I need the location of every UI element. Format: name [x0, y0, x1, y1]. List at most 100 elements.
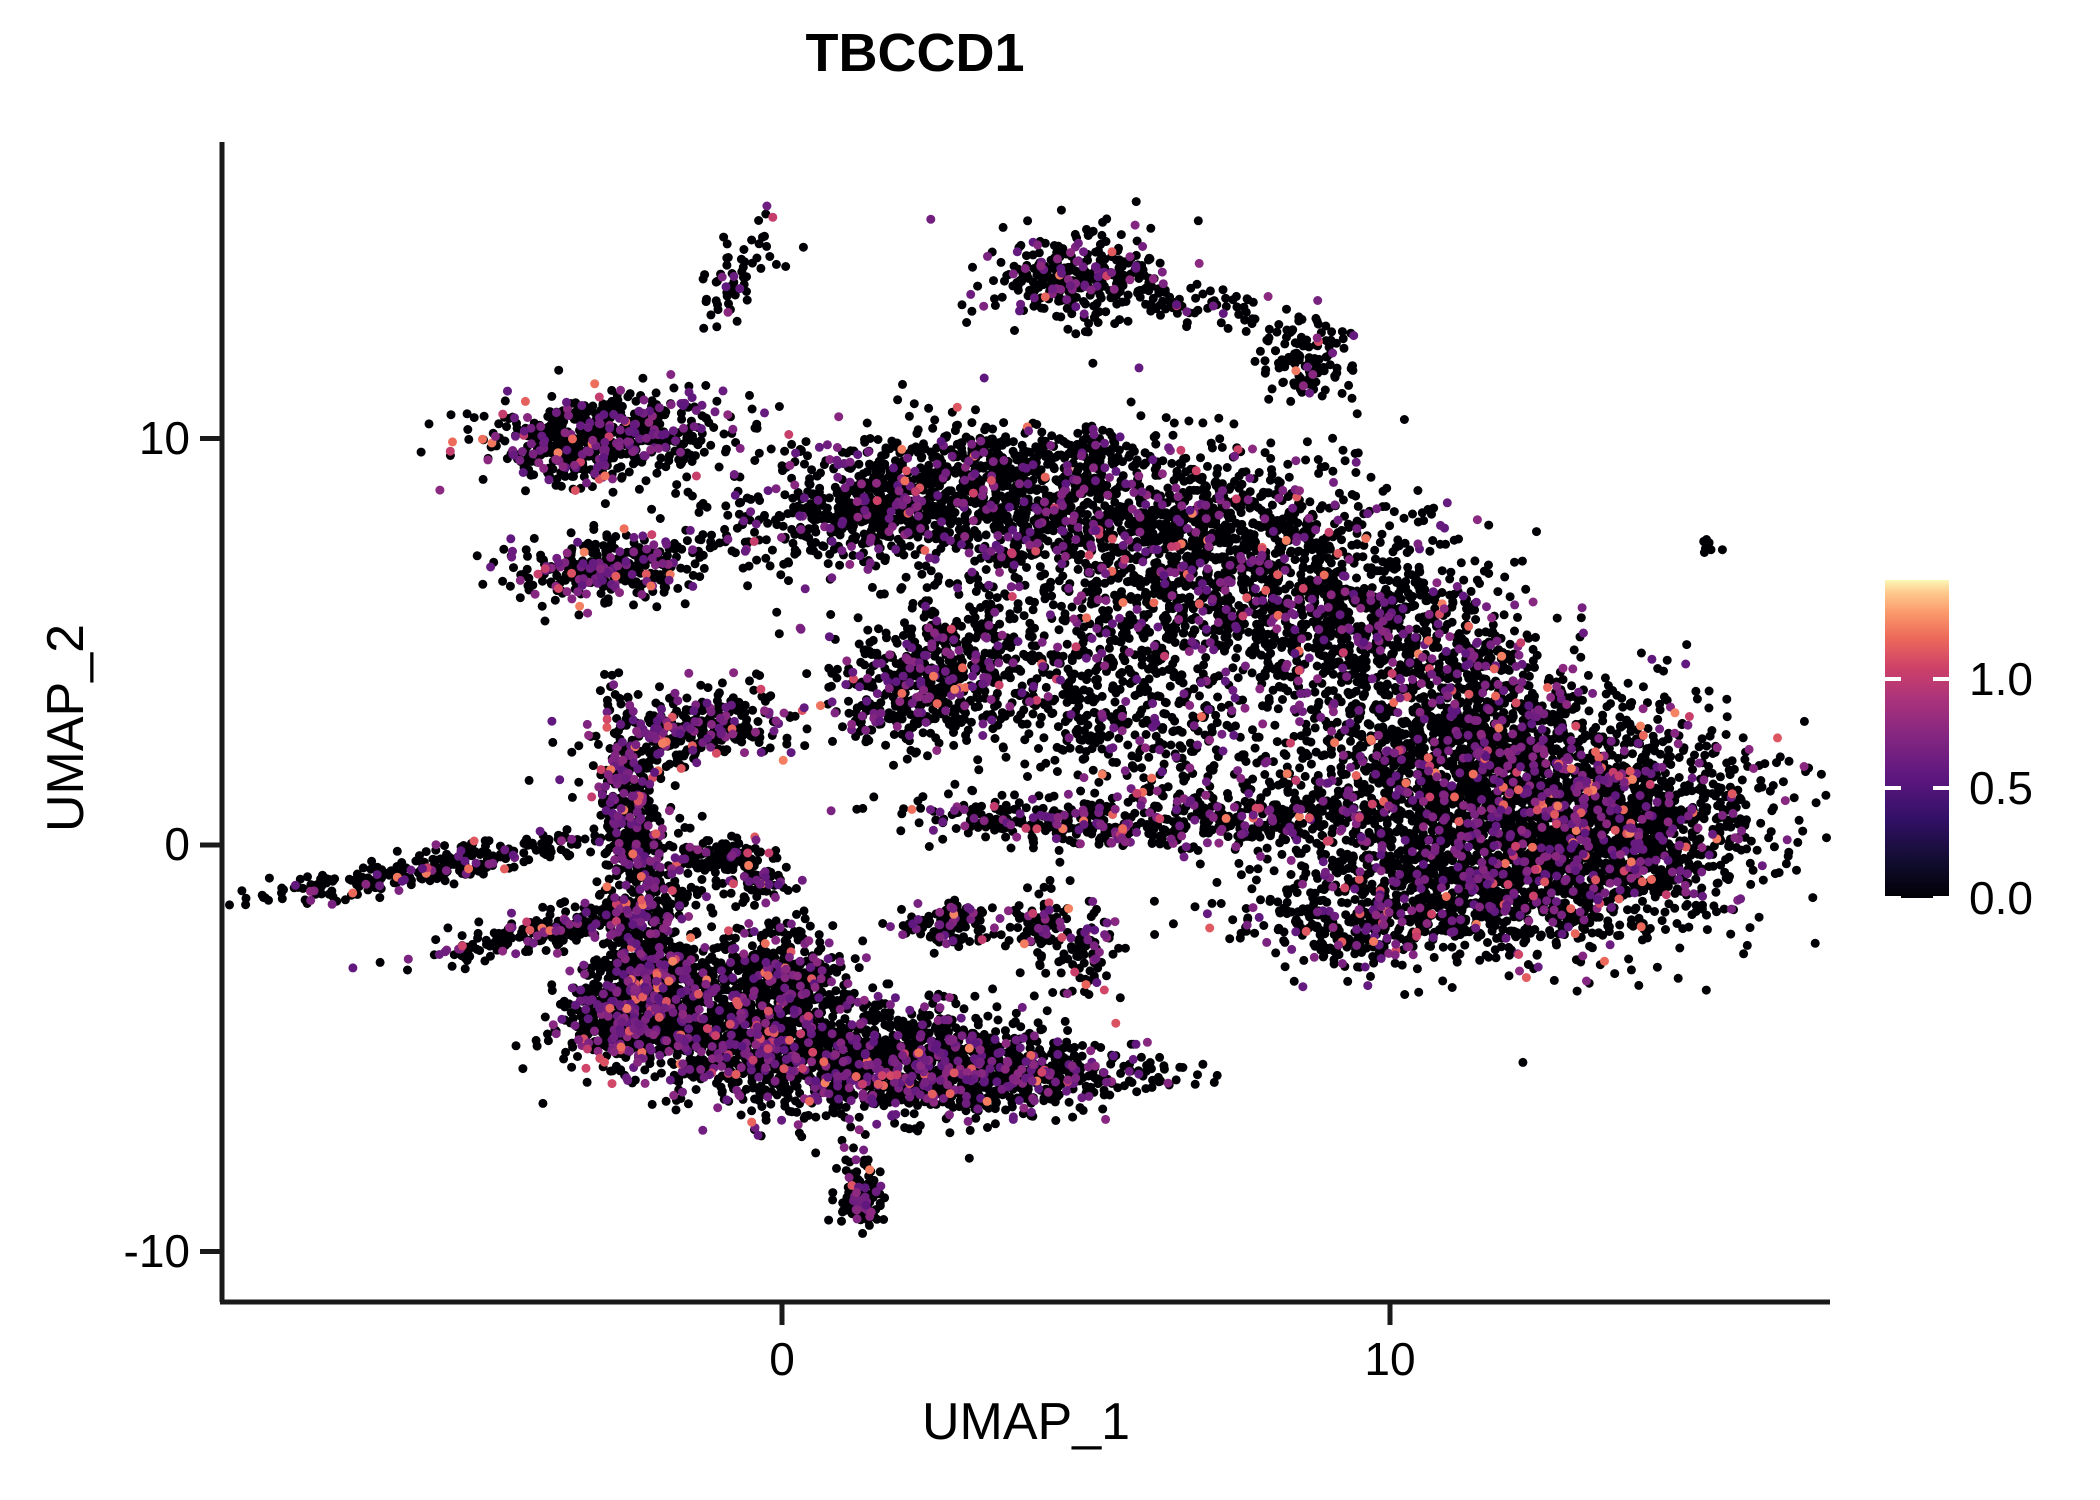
scatter-points-layer [225, 197, 1831, 1238]
scatter-point [669, 383, 679, 393]
scatter-point [1264, 324, 1274, 334]
scatter-point [1310, 687, 1320, 697]
scatter-point [1191, 293, 1201, 303]
scatter-point [469, 413, 479, 423]
scatter-point [464, 434, 474, 444]
scatter-point [616, 462, 626, 472]
scatter-point [1297, 619, 1307, 629]
scatter-point [552, 571, 562, 581]
scatter-point [1346, 736, 1355, 746]
scatter-point [1027, 623, 1037, 633]
scatter-point [1049, 464, 1059, 474]
scatter-point [1217, 442, 1227, 452]
scatter-point [1010, 572, 1020, 582]
scatter-point [1022, 563, 1031, 572]
scatter-point [1312, 363, 1321, 373]
scatter-point [1169, 418, 1179, 428]
scatter-point [1317, 391, 1327, 401]
scatter-point [1232, 534, 1242, 544]
scatter-point [1316, 549, 1326, 559]
scatter-point [1013, 285, 1023, 295]
scatter-point [1062, 639, 1072, 649]
scatter-point [1352, 539, 1362, 549]
scatter-point [774, 402, 784, 411]
scatter-point [671, 488, 681, 498]
scatter-point [1484, 569, 1494, 578]
scatter-point [739, 245, 749, 254]
scatter-point [780, 446, 790, 456]
scatter-point [607, 537, 617, 547]
scatter-point [1240, 619, 1249, 629]
scatter-point [1325, 544, 1335, 553]
scatter-point [981, 599, 991, 609]
scatter-point [1301, 455, 1311, 465]
scatter-point [706, 440, 716, 450]
scatter-point [1311, 313, 1321, 323]
scatter-point [1327, 327, 1337, 337]
scatter-point [990, 294, 999, 304]
scatter-point [1484, 520, 1494, 530]
scatter-point [1332, 363, 1342, 373]
scatter-point [807, 465, 817, 475]
scatter-point [1532, 527, 1541, 537]
scatter-point [1062, 303, 1072, 313]
scatter-point [1294, 546, 1304, 556]
scatter-point [576, 429, 586, 439]
scatter-point [906, 745, 916, 755]
scatter-point [832, 673, 842, 683]
scatter-point [1144, 286, 1154, 296]
scatter-point [1049, 241, 1059, 250]
scatter-point [1135, 581, 1145, 591]
scatter-point [701, 413, 711, 423]
scatter-point [677, 414, 687, 424]
scatter-point [1231, 653, 1241, 663]
scatter-point [1264, 488, 1274, 498]
scatter-point [543, 412, 553, 421]
scatter-point [1233, 673, 1243, 683]
scatter-point [652, 602, 662, 612]
scatter-point [818, 541, 828, 551]
scatter-point [1101, 307, 1111, 317]
scatter-point [990, 734, 1000, 743]
scatter-point [1399, 415, 1409, 424]
scatter-point [1351, 491, 1361, 501]
scatter-point [1303, 642, 1313, 652]
scatter-point [1106, 552, 1116, 562]
scatter-point [1213, 692, 1223, 702]
scatter-point [1172, 470, 1182, 480]
scatter-point [774, 629, 784, 639]
scatter-point [862, 418, 872, 428]
scatter-point [1399, 513, 1409, 523]
scatter-point [1032, 270, 1042, 280]
scatter-point [1263, 336, 1273, 346]
scatter-point [1040, 569, 1050, 579]
scatter-point [906, 626, 916, 636]
scatter-point [1304, 342, 1314, 352]
scatter-point [698, 498, 708, 508]
scatter-point [1193, 664, 1203, 674]
scatter-point [1246, 646, 1256, 656]
page-title: TBCCD1 [805, 23, 1025, 83]
scatter-point [1305, 564, 1315, 574]
scatter-point [1283, 459, 1293, 469]
scatter-point [874, 624, 883, 634]
scatter-point [723, 510, 733, 520]
scatter-point [913, 425, 923, 435]
scatter-point [698, 550, 708, 560]
scatter-point [720, 524, 730, 534]
scatter-point [699, 447, 709, 457]
scatter-point [1405, 592, 1415, 602]
scatter-point [914, 561, 924, 571]
scatter-point [1107, 542, 1117, 552]
scatter-point [1378, 557, 1388, 567]
scatter-point [1366, 613, 1376, 623]
scatter-point [798, 242, 808, 252]
scatter-point [714, 462, 724, 472]
scatter-point [1337, 388, 1347, 398]
scatter-point [1315, 504, 1325, 514]
scatter-point [1280, 339, 1290, 349]
scatter-point [1013, 541, 1023, 551]
scatter-point [1423, 504, 1433, 514]
scatter-point [957, 300, 967, 310]
scatter-point [1365, 720, 1375, 730]
